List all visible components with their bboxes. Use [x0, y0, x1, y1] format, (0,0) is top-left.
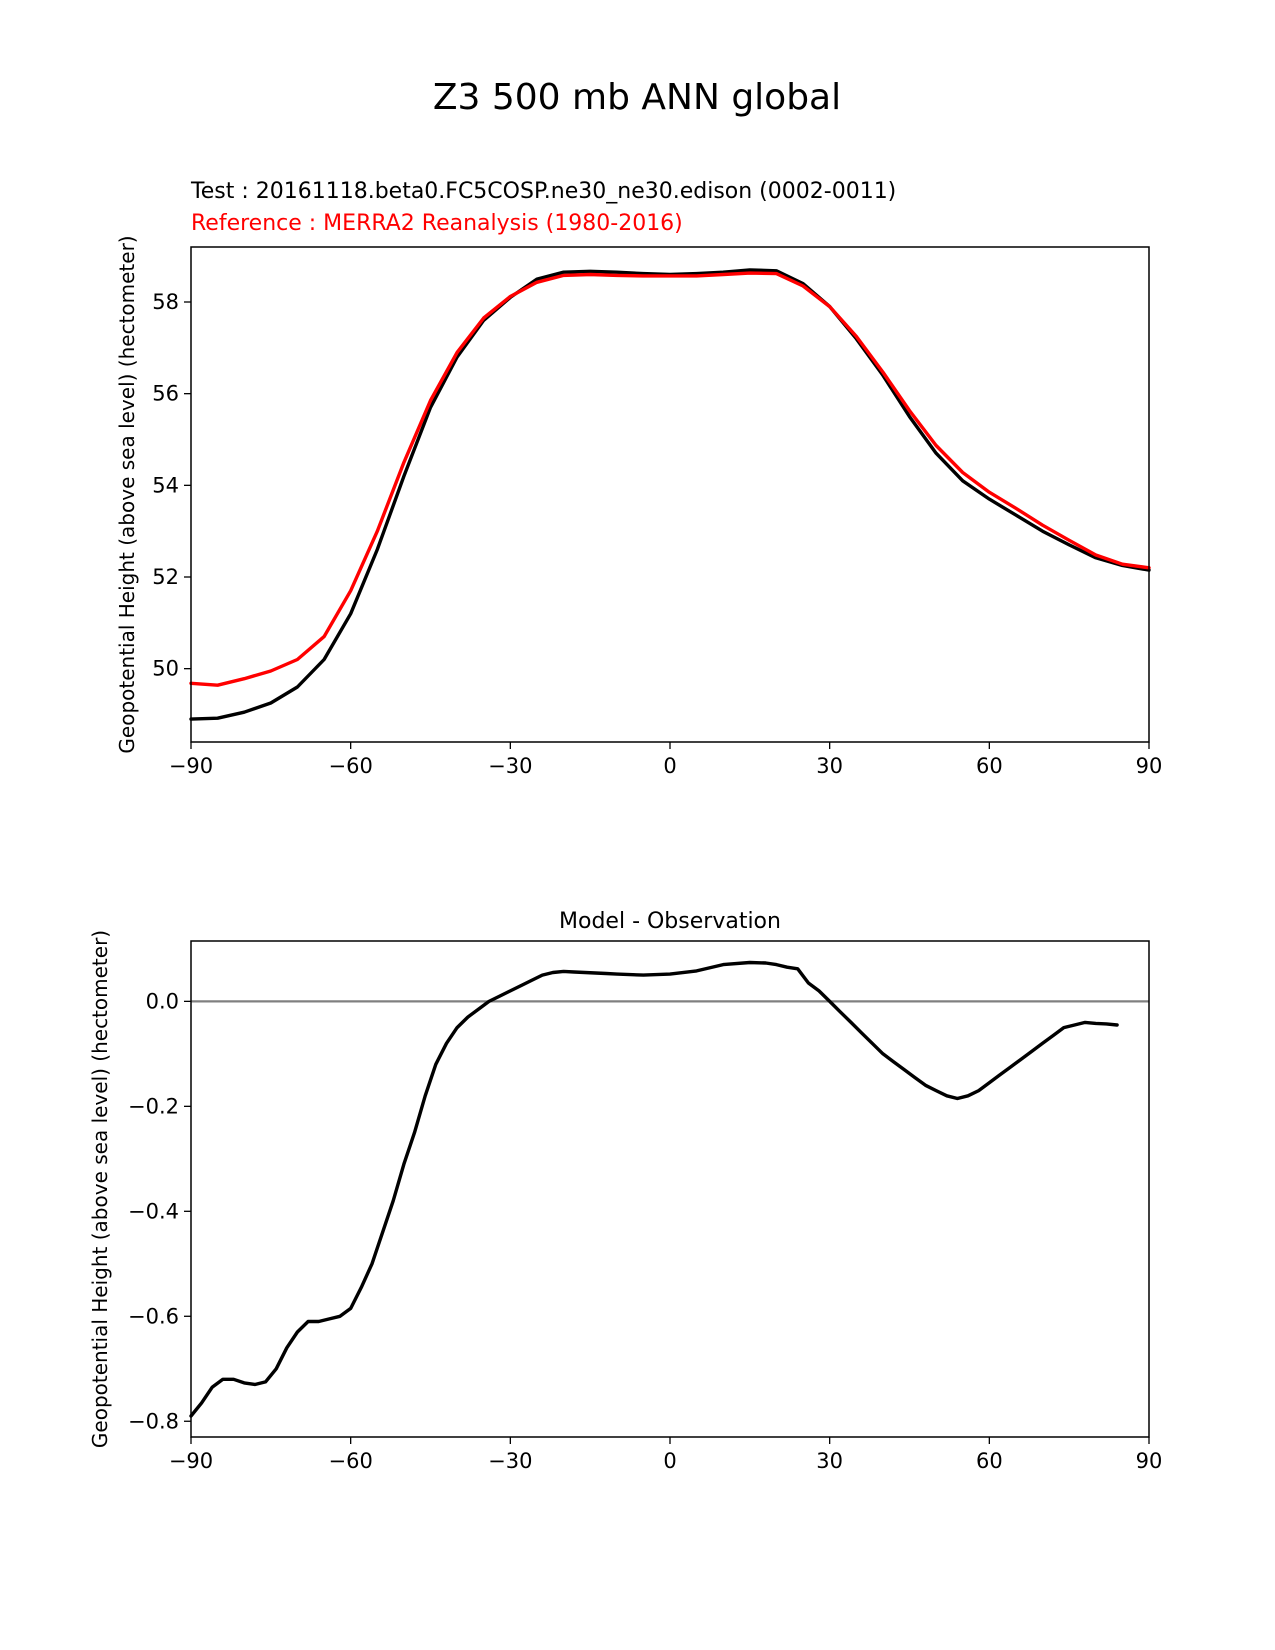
bottom-x-tick-label: −60	[329, 1449, 373, 1473]
top-x-tick-label: −30	[488, 754, 532, 778]
top-panel: Test : 20161118.beta0.FC5COSP.ne30_ne30.…	[115, 179, 1162, 778]
figure-title: Z3 500 mb ANN global	[433, 77, 841, 118]
bottom-y-tick-label: −0.6	[128, 1304, 179, 1328]
top-y-tick-label: 54	[152, 473, 179, 497]
test-label: Test : 20161118.beta0.FC5COSP.ne30_ne30.…	[190, 179, 896, 204]
bottom-y-tick-label: −0.8	[128, 1409, 179, 1433]
bottom-x-tick-label: 0	[663, 1449, 676, 1473]
top-ticks-group: −90 −60 −30 0 30 60 90 50 52 54 56 58	[152, 290, 1162, 778]
top-x-tick-label: 0	[663, 754, 676, 778]
bottom-panel: Model - Observation −90 −60 −30 0 30 60 900.0−…	[88, 909, 1162, 1473]
top-x-tick-label: 30	[816, 754, 843, 778]
top-y-tick-label: 50	[152, 657, 179, 681]
bottom-x-tick-label: −30	[488, 1449, 532, 1473]
bottom-series-group	[189, 960, 1149, 1418]
top-x-tick-label: 90	[1136, 754, 1163, 778]
top-y-axis-label: Geopotential Height (above sea level) (h…	[115, 235, 139, 753]
top-x-tick-label: 60	[976, 754, 1003, 778]
top-y-tick-label: 52	[152, 565, 179, 589]
bottom-panel-title: Model - Observation	[559, 909, 781, 934]
bottom-y-axis-label: Geopotential Height (above sea level) (h…	[88, 930, 112, 1448]
top-y-tick-label: 58	[152, 290, 179, 314]
bottom-x-tick-label: 60	[976, 1449, 1003, 1473]
top-series-group	[189, 268, 1151, 721]
reference-label: Reference : MERRA2 Reanalysis (1980-2016…	[191, 211, 683, 236]
bottom-x-tick-label: 90	[1136, 1449, 1163, 1473]
top-x-tick-label: −90	[169, 754, 213, 778]
bottom-y-tick-label: −0.4	[128, 1199, 179, 1223]
top-x-tick-label: −60	[329, 754, 373, 778]
bottom-y-tick-label: −0.2	[128, 1094, 179, 1118]
top-series-line-reference	[189, 271, 1151, 687]
top-y-tick-label: 56	[152, 382, 179, 406]
bottom-ticks-group: −90 −60 −30 0 30 60 90 0.0 −0.2 −0.4 −0.6 −0.8	[128, 989, 1162, 1473]
bottom-y-tick-label: 0.0	[146, 989, 179, 1013]
bottom-x-tick-label: 30	[816, 1449, 843, 1473]
bottom-series-line-model-observation	[189, 960, 1119, 1418]
bottom-x-tick-label: −90	[169, 1449, 213, 1473]
